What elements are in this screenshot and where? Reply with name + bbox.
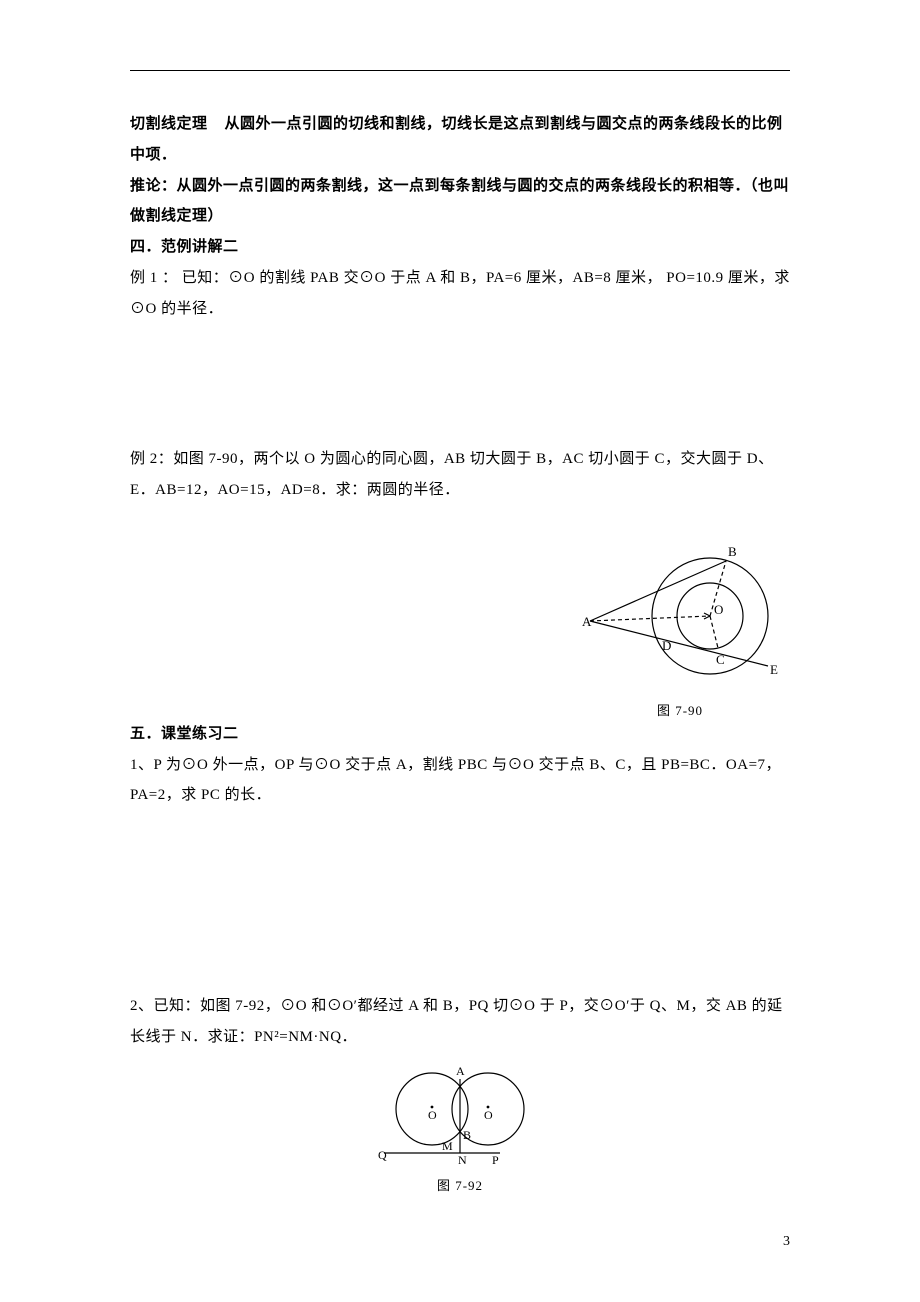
corollary: 推论：从圆外一点引圆的两条割线，这一点到每条割线与圆的交点的两条线段长的积相等．… <box>130 171 790 233</box>
spacer <box>130 324 790 444</box>
label-Q: Q <box>378 1148 387 1162</box>
label-B: B <box>463 1128 471 1142</box>
theorem-title: 切割线定理 <box>130 116 208 132</box>
label-M: M <box>442 1139 453 1153</box>
figure-7-92-block: A O O B M Q N P 图 7-92 <box>130 1053 790 1194</box>
document-page: 切割线定理 从圆外一点引圆的切线和割线，切线长是这点到割线与圆交点的两条线段长的… <box>0 0 920 1302</box>
label-A: A <box>456 1064 465 1078</box>
example-2: 例 2：如图 7-90，两个以 O 为圆心的同心圆，AB 切大圆于 B，AC 切… <box>130 444 790 506</box>
label-O: O <box>714 602 723 617</box>
label-D: D <box>662 638 671 653</box>
figure-7-90-block: A B O D C E 图 7-90 <box>130 536 790 719</box>
label-P: P <box>492 1153 499 1167</box>
section-5-heading: 五．课堂练习二 <box>130 719 790 750</box>
exercise-2: 2、已知：如图 7-92，⊙O 和⊙O′都经过 A 和 B，PQ 切⊙O 于 P… <box>130 991 790 1053</box>
exercise-1: 1、P 为⊙O 外一点，OP 与⊙O 交于点 A，割线 PBC 与⊙O 交于点 … <box>130 750 790 812</box>
figure-7-92-svg: A O O B M Q N P <box>370 1061 550 1171</box>
figure-7-92-caption: 图 7-92 <box>370 1175 550 1194</box>
page-number: 3 <box>783 1234 790 1250</box>
figure-7-90-caption: 图 7-90 <box>570 700 790 719</box>
label-N: N <box>458 1153 467 1167</box>
label-O1: O <box>428 1108 437 1122</box>
label-E: E <box>770 662 778 677</box>
theorem-block: 切割线定理 从圆外一点引圆的切线和割线，切线长是这点到割线与圆交点的两条线段长的… <box>130 109 790 171</box>
figure-7-92: A O O B M Q N P 图 7-92 <box>370 1061 550 1194</box>
label-B: B <box>728 544 737 559</box>
figure-7-90-svg: A B O D C E <box>570 536 790 696</box>
label-A: A <box>582 614 592 629</box>
label-C: C <box>716 652 725 667</box>
theorem-body: 从圆外一点引圆的切线和割线，切线长是这点到割线与圆交点的两条线段长的比例中项． <box>130 116 783 163</box>
label-O2: O <box>484 1108 493 1122</box>
top-rule <box>130 70 790 71</box>
section-4-heading: 四．范例讲解二 <box>130 232 790 263</box>
figure-7-90: A B O D C E 图 7-90 <box>570 536 790 719</box>
spacer <box>130 811 790 991</box>
example-1: 例 1 ： 已知：⊙O 的割线 PAB 交⊙O 于点 A 和 B，PA=6 厘米… <box>130 263 790 325</box>
